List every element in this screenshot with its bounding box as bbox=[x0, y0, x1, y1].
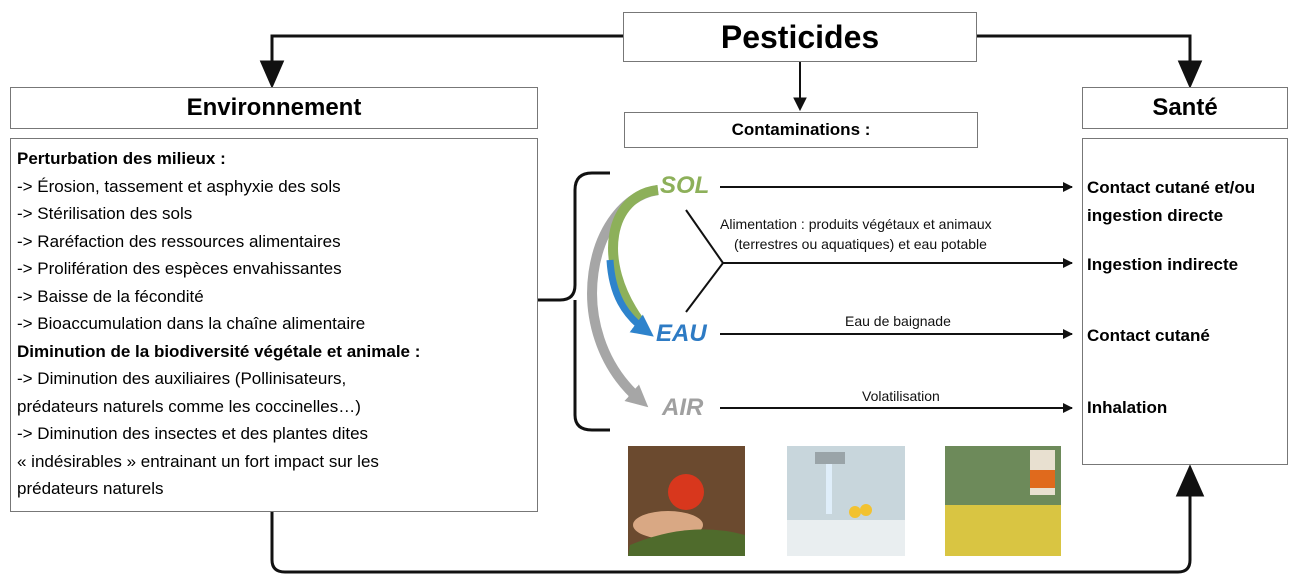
environment-line: -> Baisse de la fécondité bbox=[17, 283, 531, 311]
diagram: Pesticides Environnement Perturbation de… bbox=[0, 0, 1298, 575]
arrow-label: (terrestres ou aquatiques) et eau potabl… bbox=[734, 236, 987, 252]
medium: SOL bbox=[660, 172, 709, 200]
contaminations-title: Contaminations : bbox=[732, 120, 871, 140]
medium: AIR bbox=[662, 394, 703, 422]
title: Pesticides bbox=[721, 19, 879, 56]
arrow-label: Alimentation : produits végétaux et anim… bbox=[720, 216, 992, 232]
environment-line: -> Prolifération des espèces envahissant… bbox=[17, 255, 531, 283]
medium: EAU bbox=[656, 320, 707, 348]
health-effect: Inhalation bbox=[1087, 394, 1167, 422]
sante-title: Santé bbox=[1152, 94, 1217, 122]
brace bbox=[538, 173, 610, 430]
environment-line: -> Érosion, tassement et asphyxie des so… bbox=[17, 173, 531, 201]
health-effect: Ingestion indirecte bbox=[1087, 251, 1238, 279]
health-effect: Contact cutané bbox=[1087, 322, 1210, 350]
environment-line: prédateurs naturels bbox=[17, 475, 531, 503]
environment-line: -> Raréfaction des ressources alimentair… bbox=[17, 228, 531, 256]
environment-line: -> Stérilisation des sols bbox=[17, 200, 531, 228]
arrow-label: Eau de baignade bbox=[845, 313, 951, 329]
contaminations-box: Contaminations : bbox=[624, 112, 978, 148]
arrow-label: Volatilisation bbox=[862, 388, 940, 404]
section-heading: Diminution de la biodiversité végétale e… bbox=[17, 338, 531, 366]
environment-box: Perturbation des milieux :-> Érosion, ta… bbox=[10, 138, 538, 512]
photos bbox=[628, 446, 1061, 556]
sante-header: Santé bbox=[1082, 87, 1288, 129]
environment-line: -> Diminution des insectes et des plante… bbox=[17, 420, 531, 448]
environment-header: Environnement bbox=[10, 87, 538, 129]
pesticides-box: Pesticides bbox=[623, 12, 977, 62]
fork bbox=[686, 210, 723, 312]
health-effect: Contact cutané et/ou bbox=[1087, 174, 1255, 202]
environment-line: « indésirables » entrainant un fort impa… bbox=[17, 448, 531, 476]
environment-line: -> Bioaccumulation dans la chaîne alimen… bbox=[17, 310, 531, 338]
environment-title: Environnement bbox=[187, 94, 362, 122]
health-effect: ingestion directe bbox=[1087, 202, 1223, 230]
environment-line: prédateurs naturels comme les coccinelle… bbox=[17, 393, 531, 421]
environment-line: -> Diminution des auxiliaires (Pollinisa… bbox=[17, 365, 531, 393]
section-heading: Perturbation des milieux : bbox=[17, 145, 531, 173]
